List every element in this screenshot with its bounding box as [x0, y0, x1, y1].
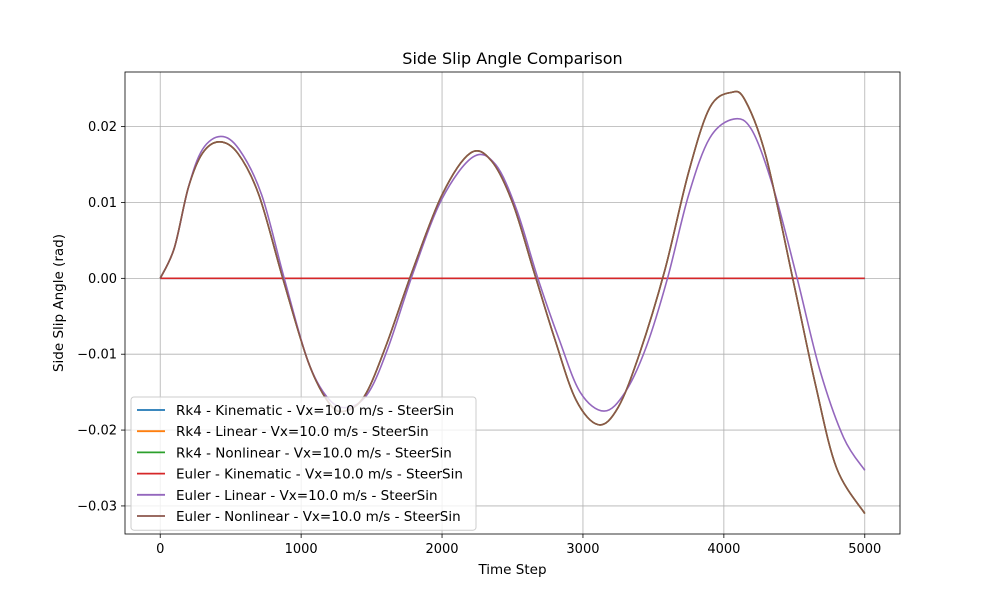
y-tick-label: 0.01	[88, 196, 117, 211]
axis-ticks: 0 1000 2000 3000 4000 5000 0.02 0.01 0.00 −0.01 −0…	[77, 120, 881, 557]
series-line-6	[159, 90, 866, 514]
x-axis-label: Time Step	[477, 562, 546, 578]
legend-entry-label: Rk4 - Nonlinear - Vx=10.0 m/s - SteerSin	[176, 445, 452, 461]
x-tick-label: 4000	[707, 542, 740, 557]
x-tick-label: 3000	[566, 542, 599, 557]
x-tick-label: 5000	[848, 542, 881, 557]
y-tick-label: 0.02	[88, 120, 117, 135]
series-line-5	[159, 117, 866, 471]
y-axis-label: Side Slip Angle (rad)	[51, 234, 67, 372]
x-tick-label: 2000	[425, 542, 458, 557]
chart-title: Side Slip Angle Comparison	[402, 49, 622, 68]
legend-entry-label: Euler - Linear - Vx=10.0 m/s - SteerSin	[176, 488, 438, 504]
x-tick-label: 0	[156, 542, 164, 557]
legend-entry-label: Rk4 - Kinematic - Vx=10.0 m/s - SteerSin	[176, 403, 454, 419]
y-tick-label: −0.03	[77, 499, 117, 514]
legend: Rk4 - Kinematic - Vx=10.0 m/s - SteerSin…	[130, 396, 477, 531]
legend-box	[130, 396, 477, 531]
legend-entry-label: Euler - Kinematic - Vx=10.0 m/s - SteerS…	[176, 467, 463, 483]
series-lines	[159, 90, 866, 514]
x-tick-label: 1000	[285, 542, 318, 557]
y-tick-label: −0.01	[77, 348, 117, 363]
legend-entry-label: Euler - Nonlinear - Vx=10.0 m/s - SteerS…	[176, 509, 461, 525]
y-tick-label: 0.00	[88, 272, 117, 287]
plot-frame	[124, 71, 901, 535]
y-tick-label: −0.02	[77, 424, 117, 439]
legend-entry-label: Rk4 - Linear - Vx=10.0 m/s - SteerSin	[176, 424, 429, 440]
